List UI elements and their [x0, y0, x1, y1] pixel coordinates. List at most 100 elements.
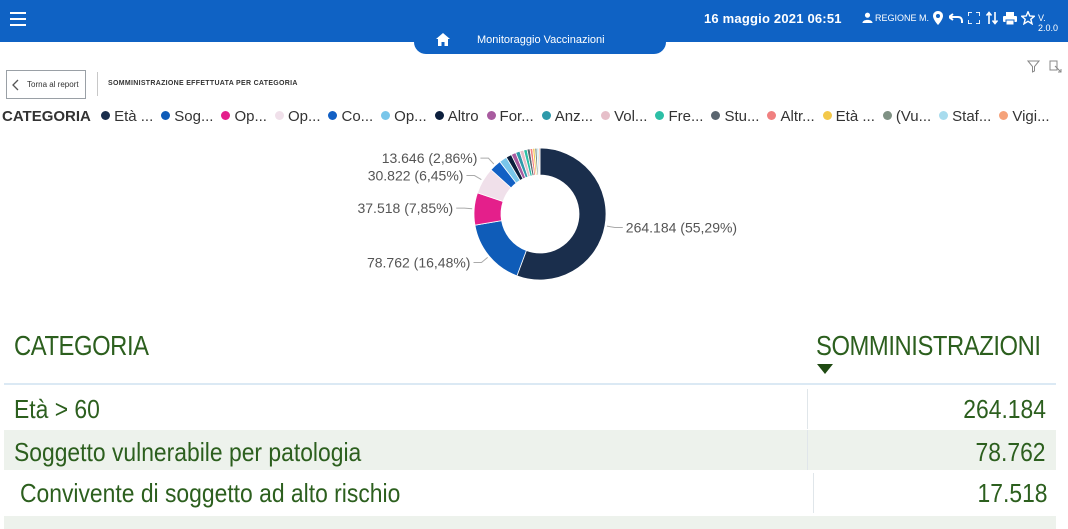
- legend-item[interactable]: Co...: [328, 108, 373, 125]
- donut-chart: 264.184 (55,29%) 78.762 (16,48%) 37.518 (7…: [357, 147, 737, 281]
- legend-label: Altro: [447, 108, 479, 125]
- sort-arrows-icon[interactable]: [985, 10, 999, 26]
- sort-descending-icon[interactable]: [817, 364, 833, 374]
- location-pin-icon[interactable]: [931, 10, 945, 26]
- legend-item[interactable]: Fre...: [655, 108, 703, 125]
- data-label: 30.822 (6,45%): [368, 168, 464, 184]
- tab-label: Monitoraggio Vaccinazioni: [477, 34, 605, 46]
- user-icon: [862, 12, 873, 23]
- legend-dot: [939, 111, 949, 120]
- legend-label: (Vu...: [895, 108, 932, 125]
- data-label: 264.184 (55,29%): [626, 219, 737, 235]
- column-header-somministrazioni[interactable]: SOMMINISTRAZIONI: [816, 330, 1041, 361]
- legend-item[interactable]: Vol...: [601, 108, 647, 125]
- legend-label: For...: [499, 108, 534, 125]
- legend-label: Staf...: [952, 108, 992, 125]
- version-label: V. 2.0.0: [1038, 13, 1059, 33]
- data-label: 13.646 (2,86%): [382, 150, 478, 166]
- column-separator: [813, 473, 814, 513]
- legend-dot: [767, 111, 777, 120]
- legend-dot: [434, 111, 444, 120]
- fullscreen-icon[interactable]: [967, 10, 981, 26]
- legend-label: Co...: [341, 108, 374, 125]
- legend-label: Op...: [287, 108, 321, 125]
- home-icon: [436, 33, 450, 46]
- top-toolbar: [931, 10, 1035, 26]
- row-category: Età > 60: [14, 394, 100, 424]
- legend-item[interactable]: Staf...: [939, 108, 991, 125]
- row-value: 264.184: [963, 394, 1046, 424]
- legend-dot: [101, 111, 111, 120]
- label-leader-line: [456, 207, 473, 210]
- row-category: Soggetto vulnerabile per patologia: [14, 437, 362, 467]
- legend-dot: [486, 111, 496, 120]
- legend-dot: [822, 111, 832, 120]
- region-selector[interactable]: REGIONE M.: [862, 12, 929, 23]
- legend-label: Età ...: [835, 108, 875, 125]
- legend-label: Sog...: [174, 108, 214, 125]
- legend-item[interactable]: Altr...: [767, 108, 815, 125]
- legend-dot: [882, 111, 892, 120]
- legend-item[interactable]: Op...: [274, 108, 321, 125]
- donut-slice[interactable]: [538, 147, 541, 176]
- column-separator: [807, 389, 808, 429]
- chart-legend: CATEGORIA Età ... Sog... Op... Op... Co... Op…: [2, 108, 1068, 128]
- legend-dot: [221, 111, 231, 120]
- focus-mode-icon[interactable]: [1049, 60, 1062, 73]
- legend-label: Età ...: [114, 108, 154, 125]
- legend-item[interactable]: (Vu...: [882, 108, 932, 125]
- back-to-report-button[interactable]: Torna al report: [6, 70, 86, 99]
- legend-label: Op...: [234, 108, 267, 125]
- table-row[interactable]: Convivente di soggetto ad alto rischio 1…: [10, 473, 1062, 513]
- visual-toolbar: [1027, 60, 1062, 73]
- data-label: 37.518 (7,85%): [357, 200, 453, 216]
- title-divider: [97, 72, 98, 96]
- legend-item[interactable]: For...: [486, 108, 534, 125]
- column-separator: [807, 430, 808, 470]
- header-divider: [4, 383, 1056, 385]
- legend-title: CATEGORIA: [2, 108, 91, 125]
- legend-dot: [541, 111, 551, 120]
- legend-label: Anz...: [554, 108, 594, 125]
- legend-label: Op...: [394, 108, 427, 125]
- legend-dot: [711, 111, 721, 120]
- star-icon[interactable]: [1021, 10, 1035, 26]
- row-value: 17.518: [978, 478, 1048, 508]
- column-header-categoria[interactable]: CATEGORIA: [14, 330, 149, 361]
- legend-item[interactable]: Stu...: [711, 108, 759, 125]
- hamburger-menu-icon[interactable]: [10, 12, 26, 26]
- legend-item[interactable]: Op...: [221, 108, 267, 125]
- legend-label: Vol...: [614, 108, 648, 125]
- print-icon[interactable]: [1003, 10, 1017, 26]
- legend-item[interactable]: Vigi...: [999, 108, 1050, 125]
- chevron-left-icon: [12, 79, 19, 91]
- table-row[interactable]: Soggetto vulnerabile per patologia 78.76…: [4, 430, 1056, 470]
- label-leader-line: [480, 157, 495, 165]
- back-label: Torna al report: [27, 80, 79, 89]
- label-leader-line: [606, 225, 623, 228]
- legend-dot: [328, 111, 338, 120]
- table-row[interactable]: Età > 60 264.184: [4, 389, 1056, 429]
- data-label: 78.762 (16,48%): [367, 254, 471, 270]
- legend-item[interactable]: Età ...: [822, 108, 875, 125]
- table-row-partial: [4, 516, 1056, 529]
- region-label: REGIONE M.: [875, 12, 930, 23]
- undo-icon[interactable]: [949, 10, 963, 26]
- legend-label: Stu...: [724, 108, 760, 125]
- legend-dot: [999, 111, 1009, 120]
- filter-icon[interactable]: [1027, 60, 1040, 73]
- row-category: Convivente di soggetto ad alto rischio: [20, 478, 401, 508]
- donut-slice[interactable]: [474, 220, 527, 277]
- legend-item[interactable]: Altro: [434, 108, 479, 125]
- legend-item[interactable]: Anz...: [541, 108, 594, 125]
- legend-item[interactable]: Op...: [381, 108, 427, 125]
- donut-slice[interactable]: [516, 147, 607, 281]
- legend-item[interactable]: Età ...: [101, 108, 153, 125]
- legend-label: Altr...: [780, 108, 815, 125]
- tab-monitoraggio-vaccinazioni[interactable]: Monitoraggio Vaccinazioni: [414, 26, 666, 54]
- label-leader-line: [473, 257, 488, 263]
- legend-dot: [381, 111, 391, 120]
- legend-item[interactable]: Sog...: [161, 108, 213, 125]
- legend-dot: [655, 111, 665, 120]
